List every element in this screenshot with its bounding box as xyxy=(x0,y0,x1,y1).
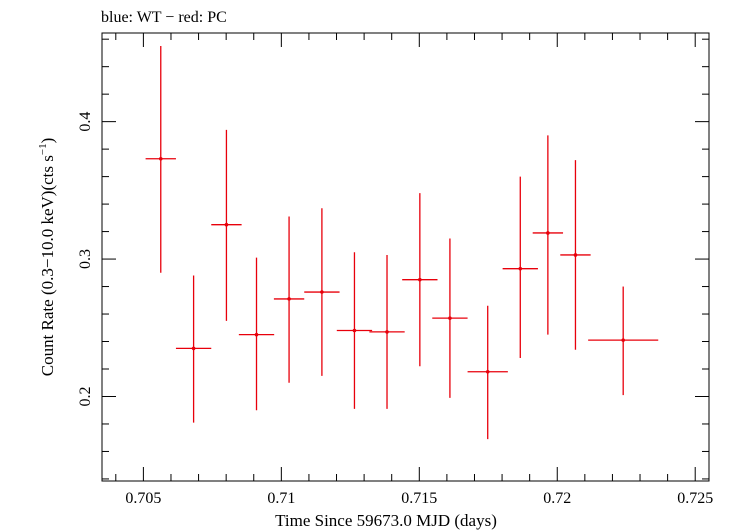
data-point xyxy=(560,160,591,350)
data-point xyxy=(588,286,659,396)
y-axis-label-exponent: −1 xyxy=(37,143,49,155)
plot-frame xyxy=(101,32,710,482)
data-marker xyxy=(191,346,196,351)
data-marker xyxy=(448,316,452,320)
data-marker xyxy=(485,369,490,374)
x-tick-label: 0.725 xyxy=(677,490,713,507)
data-point xyxy=(238,257,275,411)
data-marker xyxy=(573,253,578,257)
data-marker xyxy=(385,330,389,334)
data-marker xyxy=(254,332,259,337)
y-axis-label: Count Rate (0.3−10.0 keV)(cts s−1) xyxy=(37,138,57,377)
data-point xyxy=(304,208,340,376)
data-marker xyxy=(158,156,163,161)
y-tick-label: 0.4 xyxy=(77,112,94,132)
y-axis-label-main: Count Rate (0.3−10.0 keV)(cts s xyxy=(38,155,57,376)
data-marker xyxy=(287,297,291,301)
x-tick-label: 0.72 xyxy=(543,490,571,507)
x-tick-label: 0.71 xyxy=(267,490,295,507)
data-marker xyxy=(518,266,523,271)
data-marker xyxy=(224,222,229,227)
y-tick-label: 0.3 xyxy=(77,249,94,269)
x-axis-ticks: 0.705 0.71 0.715 0.72 0.725 xyxy=(115,33,713,507)
data-point xyxy=(273,216,305,383)
data-point xyxy=(211,129,242,321)
data-point xyxy=(336,252,373,409)
data-point xyxy=(145,46,176,273)
data-point xyxy=(467,305,508,440)
x-tick-label: 0.705 xyxy=(125,490,161,507)
x-axis-label: Time Since 59673.0 MJD (days) xyxy=(275,511,497,530)
y-tick-label: 0.2 xyxy=(77,386,94,406)
data-point xyxy=(502,176,538,359)
data-marker xyxy=(418,277,422,282)
y-axis-label-close: ) xyxy=(38,138,57,144)
data-point xyxy=(175,275,212,423)
data-point xyxy=(402,193,438,367)
data-series-pc xyxy=(145,46,659,440)
y-axis-ticks: 0.2 0.3 0.4 xyxy=(77,38,709,480)
data-marker xyxy=(320,290,324,294)
plot-axes xyxy=(101,32,710,482)
data-marker xyxy=(621,338,625,342)
data-marker xyxy=(352,328,357,333)
data-point xyxy=(432,238,468,398)
data-point xyxy=(369,254,405,409)
chart-title: blue: WT − red: PC xyxy=(101,9,227,26)
data-marker xyxy=(546,231,550,235)
data-point xyxy=(532,135,564,335)
x-tick-label: 0.715 xyxy=(401,490,437,507)
